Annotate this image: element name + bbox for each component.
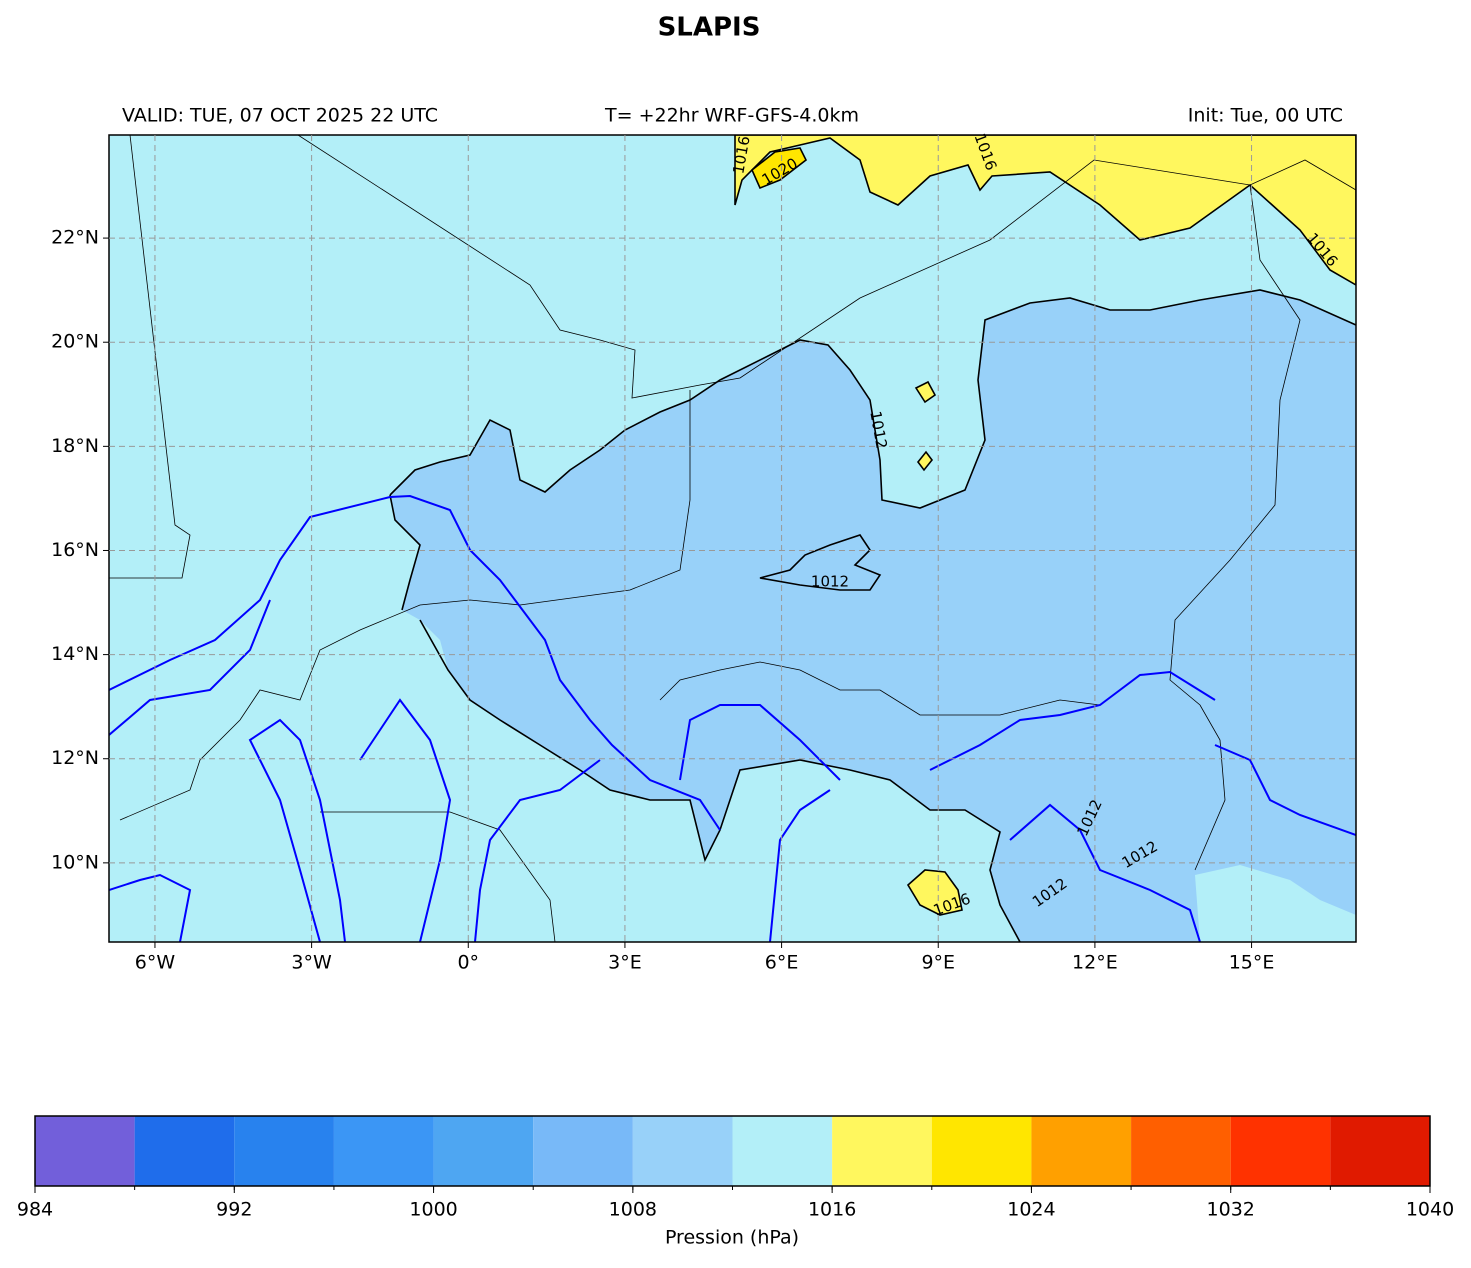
x-tick-label: 6°W <box>135 952 176 974</box>
x-tick-label: 15°E <box>1229 952 1275 974</box>
colorbar-tick-label: 1032 <box>1207 1199 1255 1221</box>
title: SLAPIS <box>658 13 761 43</box>
river <box>109 873 192 942</box>
y-tick-label: 10°N <box>51 851 99 873</box>
river <box>389 494 721 831</box>
border <box>119 390 691 821</box>
y-tick-label: 18°N <box>51 435 99 457</box>
colorbar-tick-label: 1008 <box>609 1199 657 1221</box>
colorbar-bin <box>732 1116 833 1186</box>
colorbar-tick-label: 992 <box>216 1199 252 1221</box>
field-1012-1016 <box>1195 865 1356 942</box>
river <box>679 704 841 781</box>
colorbar-tick-label: 1024 <box>1007 1199 1055 1221</box>
river <box>109 496 391 691</box>
valid-time: VALID: TUE, 07 OCT 2025 22 UTC <box>122 105 438 127</box>
field-1016-1020 <box>916 450 934 472</box>
y-tick-label: 20°N <box>51 331 99 353</box>
river <box>474 759 601 942</box>
isobar <box>389 494 421 611</box>
colorbar-bin <box>333 1116 434 1186</box>
y-tick-label: 14°N <box>51 643 99 665</box>
border <box>109 135 191 579</box>
x-tick-label: 3°W <box>291 952 332 974</box>
river <box>769 789 831 942</box>
colorbar-label: Pression (hPa) <box>665 1227 799 1249</box>
river <box>1214 744 1356 836</box>
field-1016-1020 <box>906 869 963 916</box>
river <box>248 718 346 942</box>
isobar <box>759 534 882 591</box>
y-tick-label: 22°N <box>51 227 99 249</box>
isobar <box>389 289 1356 509</box>
river <box>1009 803 1201 942</box>
colorbar-bin <box>632 1116 733 1186</box>
x-tick-label: 0° <box>457 952 479 974</box>
map-fields <box>109 135 1356 942</box>
colorbar-bin <box>35 1116 135 1186</box>
x-tick-label: 3°E <box>608 952 642 974</box>
river <box>929 670 1216 771</box>
model-run: T= +22hr WRF-GFS-4.0km <box>604 105 859 127</box>
colorbar-tick-label: 1016 <box>808 1199 856 1221</box>
x-tick-label: 9°E <box>921 952 955 974</box>
y-tick-label: 16°N <box>51 539 99 561</box>
border <box>297 135 1356 399</box>
init-time: Init: Tue, 00 UTC <box>1188 105 1343 127</box>
colorbar-bin <box>1131 1116 1231 1186</box>
border <box>320 811 556 942</box>
border <box>1169 184 1301 871</box>
colorbar-bin <box>433 1116 534 1186</box>
colorbar-bin <box>1230 1116 1331 1186</box>
x-tick-label: 12°E <box>1072 952 1118 974</box>
colorbar-bin <box>533 1116 633 1186</box>
field-1016-1020 <box>914 380 937 404</box>
field-1016-1020 <box>734 135 1356 286</box>
map-frame <box>108 134 1357 943</box>
y-tick-label: 12°N <box>51 747 99 769</box>
colorbar-bin <box>931 1116 1032 1186</box>
river <box>109 599 271 736</box>
contour-label: 1012 <box>811 573 849 591</box>
colorbar-bin <box>1031 1116 1132 1186</box>
border <box>659 661 1101 716</box>
colorbar-bin <box>832 1116 932 1186</box>
colorbar-tick-label: 984 <box>17 1199 53 1221</box>
colorbar-tick-label: 1040 <box>1406 1199 1454 1221</box>
field-1008-1012 <box>390 290 1356 942</box>
colorbar-frame <box>34 1115 1431 1187</box>
colorbar-bin <box>1330 1116 1430 1186</box>
colorbar-bin <box>234 1116 334 1186</box>
field-1020-1024 <box>751 147 808 190</box>
colorbar-tick-label: 1000 <box>409 1199 457 1221</box>
colorbar-bin <box>134 1116 235 1186</box>
river <box>359 698 452 942</box>
x-tick-label: 6°E <box>765 952 799 974</box>
